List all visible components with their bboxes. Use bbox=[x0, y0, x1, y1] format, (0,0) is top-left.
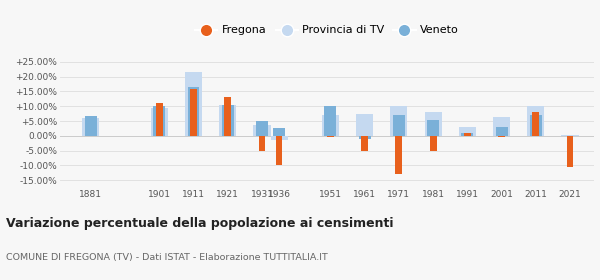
Bar bbox=[532, 112, 539, 136]
Bar bbox=[530, 115, 542, 136]
Bar bbox=[361, 136, 368, 151]
Bar bbox=[82, 118, 100, 136]
Bar bbox=[562, 135, 578, 136]
Bar bbox=[327, 136, 334, 137]
Bar bbox=[459, 127, 476, 136]
Bar bbox=[493, 117, 510, 136]
Bar bbox=[359, 136, 371, 139]
Legend: Fregona, Provincia di TV, Veneto: Fregona, Provincia di TV, Veneto bbox=[192, 22, 462, 39]
Bar bbox=[224, 97, 231, 136]
Bar bbox=[256, 121, 268, 136]
Bar bbox=[190, 88, 197, 136]
Bar bbox=[185, 72, 202, 136]
Bar bbox=[322, 115, 339, 136]
Bar bbox=[393, 115, 405, 136]
Bar bbox=[464, 133, 471, 136]
Bar bbox=[153, 106, 165, 136]
Bar bbox=[253, 125, 271, 136]
Bar bbox=[391, 106, 407, 136]
Bar bbox=[259, 136, 265, 151]
Bar bbox=[188, 87, 199, 136]
Bar bbox=[425, 112, 442, 136]
Bar bbox=[395, 136, 403, 174]
Bar bbox=[325, 106, 337, 136]
Text: COMUNE DI FREGONA (TV) - Dati ISTAT - Elaborazione TUTTITALIA.IT: COMUNE DI FREGONA (TV) - Dati ISTAT - El… bbox=[6, 253, 328, 262]
Bar bbox=[427, 120, 439, 136]
Bar bbox=[430, 136, 437, 151]
Bar bbox=[219, 105, 236, 136]
Bar bbox=[156, 103, 163, 136]
Bar bbox=[275, 136, 283, 165]
Bar bbox=[566, 136, 574, 167]
Bar bbox=[271, 136, 287, 140]
Bar bbox=[222, 105, 234, 136]
Bar bbox=[273, 129, 285, 136]
Text: Variazione percentuale della popolazione ai censimenti: Variazione percentuale della popolazione… bbox=[6, 217, 394, 230]
Bar bbox=[85, 116, 97, 136]
Bar bbox=[498, 136, 505, 137]
Bar bbox=[461, 133, 473, 136]
Bar bbox=[527, 106, 544, 136]
Bar bbox=[496, 127, 508, 136]
Bar bbox=[356, 114, 373, 136]
Bar bbox=[151, 108, 168, 136]
